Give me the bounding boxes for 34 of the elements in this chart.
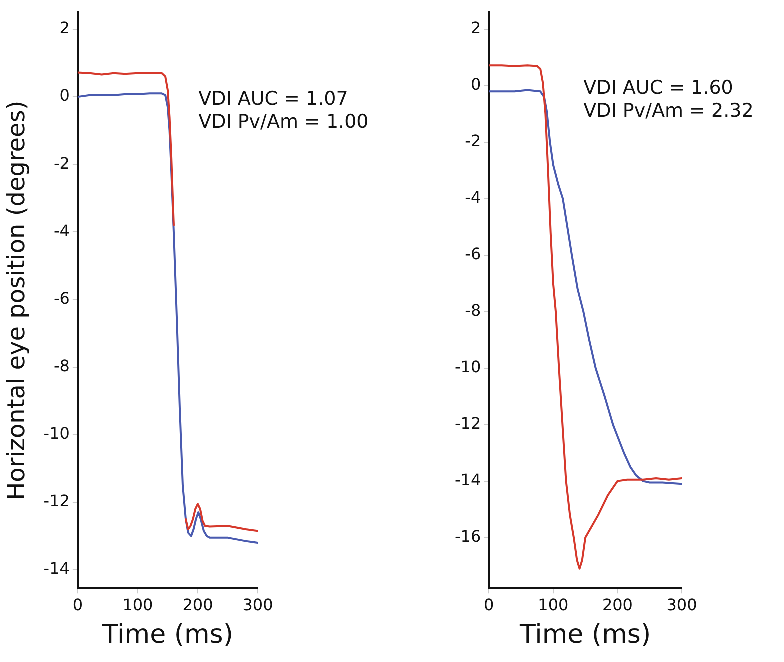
y-tick-label: -16 (454, 526, 482, 546)
x-tick-label: 100 (538, 595, 569, 614)
x-tick-label: 100 (122, 595, 154, 614)
y-tick-label: 2 (470, 18, 482, 38)
annotation: VDI Pv/Am = 2.32 (584, 100, 754, 122)
y-tick-label: -12 (44, 492, 70, 511)
x-tick-label: 200 (602, 595, 633, 614)
y-tick-label: -14 (454, 470, 482, 490)
y-tick-label: -4 (54, 221, 70, 240)
y-tick-label: -6 (54, 288, 70, 308)
y-tick-label: -8 (465, 301, 482, 320)
y-tick-label: -12 (454, 414, 482, 433)
x-tick-label: 300 (666, 595, 698, 614)
x-axis-title: Time (ms) (519, 620, 652, 650)
annotation: VDI Pv/Am = 1.00 (198, 111, 369, 134)
annotation: VDI AUC = 1.07 (198, 88, 348, 110)
y-tick-label: 0 (60, 86, 70, 106)
y-tick-label: 2 (60, 18, 70, 38)
y-tick-label: -2 (54, 154, 70, 173)
y-axis-title: Horizontal eye position (degrees) (2, 100, 31, 500)
y-tick-label: -8 (54, 356, 70, 376)
x-tick-label: 0 (484, 595, 494, 614)
y-tick-label: -6 (465, 244, 482, 264)
y-tick-label: -14 (44, 559, 70, 578)
annotation: VDI AUC = 1.60 (584, 77, 734, 100)
x-tick-label: 0 (72, 595, 84, 614)
x-tick-label: 300 (242, 595, 274, 614)
y-tick-label: -4 (465, 188, 482, 208)
y-tick-label: -10 (454, 358, 482, 377)
x-axis-title: Time (ms) (101, 620, 234, 650)
y-tick-label: -10 (44, 424, 70, 444)
y-tick-label: -2 (465, 132, 482, 151)
x-tick-label: 200 (182, 595, 214, 614)
y-tick-label: 0 (470, 75, 482, 94)
